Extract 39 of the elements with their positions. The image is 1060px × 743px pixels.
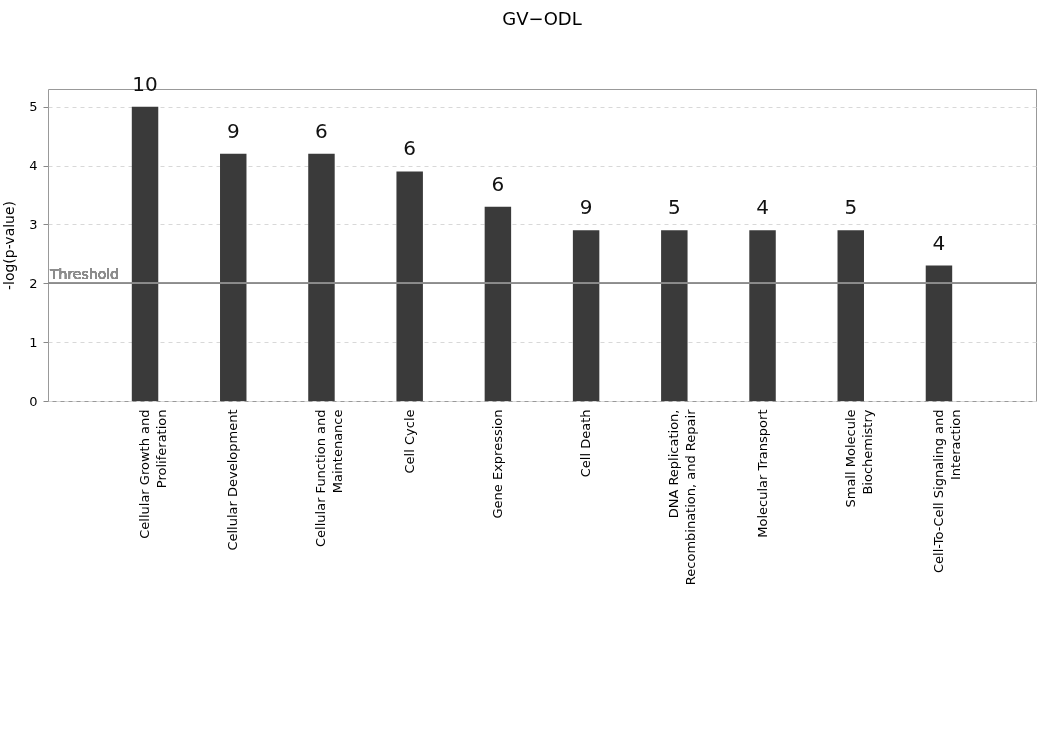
ref-line-label: Threshold: [49, 266, 119, 283]
bar: [131, 106, 159, 401]
x-tick-label: Gene Expression: [489, 409, 505, 519]
y-tick-label: 5: [29, 99, 38, 115]
y-axis-title: -log(p-value): [1, 200, 18, 291]
bar: [925, 265, 953, 401]
annotation: 4: [932, 230, 946, 255]
x-tick-label: Small Molecule Biochemistry: [842, 409, 875, 508]
x-tick-label: Cell-To-Cell Signaling and Interaction: [930, 409, 963, 573]
y-tick-label: 3: [29, 216, 38, 232]
annotation: 5: [844, 195, 858, 220]
x-tick-label: Cellular Growth and Proliferation: [137, 409, 170, 539]
annotation: 10: [132, 71, 158, 96]
x-tick-label: Molecular Transport: [754, 409, 770, 538]
x-tick-label: DNA Replication, Recombination, and Repair: [666, 408, 699, 586]
annotation: 9: [579, 195, 593, 220]
x-tick-label: Cell Death: [578, 409, 594, 478]
bar: [396, 171, 423, 401]
bar: [661, 230, 688, 401]
annotation: 6: [403, 136, 417, 161]
bar: [749, 230, 776, 401]
y-tick-label: 2: [29, 275, 38, 291]
chart-title: GV−ODL: [502, 7, 582, 29]
bar: [572, 230, 600, 401]
x-tick-label: Cell Cycle: [401, 409, 417, 474]
y-tick-label: 4: [29, 158, 38, 174]
x-tick-label: Cellular Development: [225, 409, 241, 551]
bar: [220, 153, 247, 401]
annotation: 6: [315, 118, 328, 143]
bar: [308, 153, 335, 401]
annotation: 9: [226, 118, 240, 143]
x-tick-label: Cellular Function and Maintenance: [313, 409, 346, 547]
annotation: 5: [667, 195, 681, 220]
y-tick-label: 1: [29, 334, 38, 350]
bar: [484, 206, 512, 401]
annotation: 4: [756, 195, 769, 220]
annotation: 6: [491, 171, 505, 196]
y-tick-label: 0: [29, 393, 38, 409]
bar: [837, 230, 864, 401]
